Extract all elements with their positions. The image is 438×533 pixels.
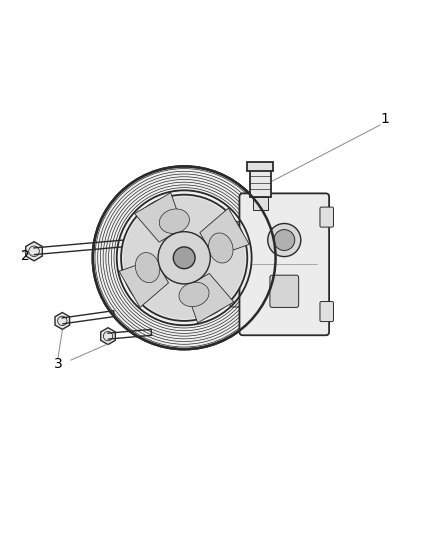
Bar	[253, 197, 268, 210]
Ellipse shape	[159, 209, 189, 233]
Circle shape	[93, 166, 276, 349]
Polygon shape	[134, 193, 183, 242]
FancyBboxPatch shape	[240, 193, 329, 335]
Polygon shape	[101, 328, 115, 344]
FancyBboxPatch shape	[320, 302, 333, 321]
Circle shape	[268, 223, 301, 256]
FancyBboxPatch shape	[270, 275, 299, 308]
Bar	[247, 162, 273, 171]
Circle shape	[123, 197, 245, 319]
Polygon shape	[26, 241, 42, 261]
Ellipse shape	[208, 233, 233, 263]
Text: 2: 2	[21, 248, 30, 263]
Ellipse shape	[179, 282, 209, 306]
Polygon shape	[119, 259, 169, 308]
Ellipse shape	[135, 253, 160, 282]
Circle shape	[173, 247, 195, 269]
Polygon shape	[185, 273, 234, 323]
FancyBboxPatch shape	[230, 222, 247, 307]
FancyBboxPatch shape	[320, 207, 333, 227]
Bar	[250, 166, 271, 197]
Polygon shape	[200, 208, 249, 257]
Circle shape	[158, 232, 210, 284]
Text: 1: 1	[380, 111, 389, 126]
Circle shape	[274, 230, 295, 251]
Text: 3: 3	[53, 358, 62, 372]
Polygon shape	[55, 312, 70, 329]
Circle shape	[121, 195, 247, 321]
